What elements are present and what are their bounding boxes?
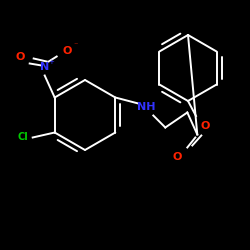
Text: Cl: Cl [17, 132, 28, 142]
Text: NH: NH [137, 102, 156, 113]
Text: O: O [200, 121, 210, 131]
Text: O: O [62, 46, 72, 56]
Text: O: O [15, 52, 24, 62]
Text: ⁻: ⁻ [74, 40, 78, 49]
Text: +: + [49, 58, 55, 64]
Text: N: N [40, 62, 49, 72]
Text: O: O [172, 152, 182, 162]
